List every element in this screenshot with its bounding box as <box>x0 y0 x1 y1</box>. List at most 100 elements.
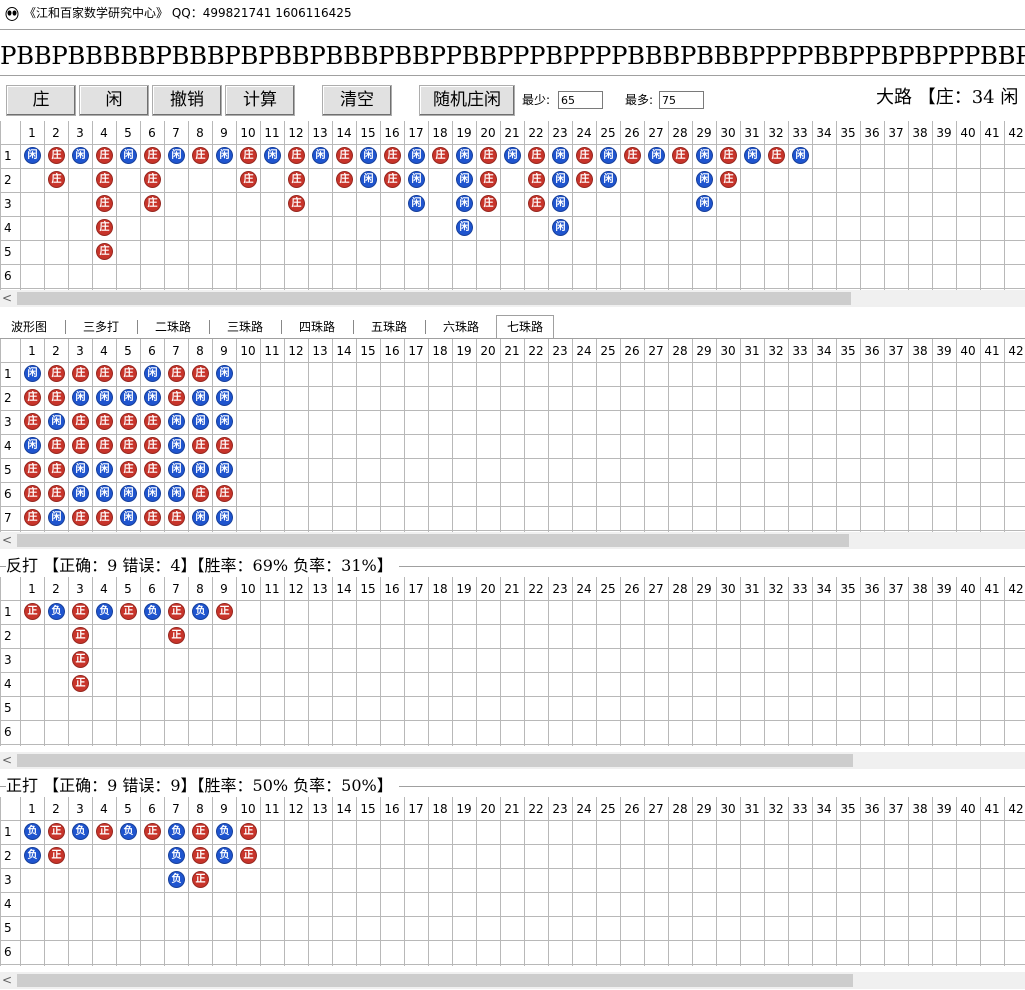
column-header: 35 <box>840 126 856 140</box>
grid-line <box>188 577 189 746</box>
column-header: 7 <box>172 582 180 596</box>
column-header: 40 <box>960 344 976 358</box>
column-header: 1 <box>28 344 36 358</box>
tab-six-bead[interactable]: 六珠路 <box>443 320 480 334</box>
big-road-scrollbar[interactable]: < <box>0 290 1025 307</box>
column-header: 37 <box>888 802 904 816</box>
grid-line <box>980 797 981 966</box>
grid-line <box>140 339 141 532</box>
min-input[interactable] <box>558 91 603 109</box>
grid-line <box>380 577 381 746</box>
grid-line <box>260 339 261 532</box>
grid-line <box>932 577 933 746</box>
banker-button[interactable]: 庄 <box>6 85 76 116</box>
row-header: 3 <box>4 197 12 211</box>
grid-line <box>692 121 693 290</box>
tab-seven-bead[interactable]: 七珠路 <box>496 315 555 339</box>
reverse-play-grid: 1 2 3 4 5 6 7 8 9 10 11 12 13 14 15 16 17 18 19 20 21 22 23 24 2… <box>0 577 1025 746</box>
grid-line <box>620 121 621 290</box>
row-header: 2 <box>4 173 12 187</box>
grid-line <box>212 121 213 290</box>
scroll-thumb[interactable] <box>17 754 853 767</box>
blue-bead: 负 <box>96 603 113 620</box>
column-header: 17 <box>408 344 424 358</box>
grid-line <box>476 121 477 290</box>
grid-line <box>452 577 453 746</box>
grid-line <box>188 339 189 532</box>
scroll-left-icon[interactable]: < <box>2 973 13 987</box>
column-header: 9 <box>220 582 228 596</box>
column-header: 15 <box>360 344 376 358</box>
column-header: 25 <box>600 802 616 816</box>
row-header: 3 <box>4 873 12 887</box>
grid-line <box>284 121 285 290</box>
row-header: 1 <box>4 367 12 381</box>
tab-waveform[interactable]: 波形图 <box>11 320 48 334</box>
scroll-left-icon[interactable]: < <box>2 533 13 547</box>
red-bead: 庄 <box>576 171 593 188</box>
column-header: 27 <box>648 126 664 140</box>
red-bead: 庄 <box>144 171 161 188</box>
reverse-play-scrollbar[interactable]: < <box>0 752 1025 769</box>
column-header: 29 <box>696 582 712 596</box>
forward-play-scrollbar[interactable]: < <box>0 972 1025 989</box>
red-bead: 正 <box>120 603 137 620</box>
red-bead: 庄 <box>96 171 113 188</box>
column-header: 32 <box>768 126 784 140</box>
grid-line <box>140 121 141 290</box>
row-header: 4 <box>4 677 12 691</box>
seven-bead-scrollbar[interactable]: < <box>0 532 1025 549</box>
clear-button[interactable]: 清空 <box>322 85 392 116</box>
column-header: 31 <box>744 126 760 140</box>
tab-three-bead[interactable]: 三珠路 <box>227 320 264 334</box>
column-header: 37 <box>888 344 904 358</box>
scroll-thumb[interactable] <box>17 292 851 305</box>
red-bead: 正 <box>216 603 233 620</box>
scroll-thumb[interactable] <box>17 534 849 547</box>
red-bead: 庄 <box>96 437 113 454</box>
forward-play-header: 正打 【正确：9 错误：9】【胜率：50% 负率：50%】 <box>0 775 1025 797</box>
blue-bead: 闲 <box>24 147 41 164</box>
grid-line <box>956 339 957 532</box>
column-header: 19 <box>456 126 472 140</box>
undo-button[interactable]: 撤销 <box>152 85 222 116</box>
tab-separator <box>425 320 426 334</box>
blue-bead: 闲 <box>216 389 233 406</box>
tab-four-bead[interactable]: 四珠路 <box>299 320 336 334</box>
tab-three-more[interactable]: 三多打 <box>83 320 120 334</box>
grid-line <box>860 339 861 532</box>
column-header: 29 <box>696 126 712 140</box>
column-header: 26 <box>624 582 640 596</box>
scroll-left-icon[interactable]: < <box>2 291 13 305</box>
scroll-left-icon[interactable]: < <box>2 753 13 767</box>
row-header: 5 <box>4 463 12 477</box>
column-header: 21 <box>504 582 520 596</box>
red-bead: 庄 <box>96 509 113 526</box>
red-bead: 庄 <box>48 461 65 478</box>
grid-line <box>884 797 885 966</box>
column-header: 25 <box>600 582 616 596</box>
red-bead: 庄 <box>72 365 89 382</box>
calculate-button[interactable]: 计算 <box>225 85 295 116</box>
red-bead: 庄 <box>624 147 641 164</box>
player-button[interactable]: 闲 <box>79 85 149 116</box>
grid-line <box>284 797 285 966</box>
tab-two-bead[interactable]: 二珠路 <box>155 320 192 334</box>
blue-bead: 闲 <box>72 485 89 502</box>
grid-line <box>836 577 837 746</box>
grid-line <box>308 797 309 966</box>
tab-separator <box>353 320 354 334</box>
grid-line <box>716 339 717 532</box>
scroll-thumb[interactable] <box>17 974 853 987</box>
grid-line <box>0 696 1025 697</box>
grid-line <box>956 121 957 290</box>
red-bead: 庄 <box>48 171 65 188</box>
red-bead: 庄 <box>48 485 65 502</box>
blue-bead: 负 <box>72 823 89 840</box>
random-button[interactable]: 随机庄闲 <box>419 85 515 116</box>
blue-bead: 闲 <box>408 171 425 188</box>
tab-five-bead[interactable]: 五珠路 <box>371 320 408 334</box>
toolbar: 庄 闲 撤销 计算 清空 随机庄闲 最少: 最多: 大路 【庄：34 闲 <box>0 76 1025 122</box>
max-input[interactable] <box>659 91 704 109</box>
grid-line <box>644 577 645 746</box>
